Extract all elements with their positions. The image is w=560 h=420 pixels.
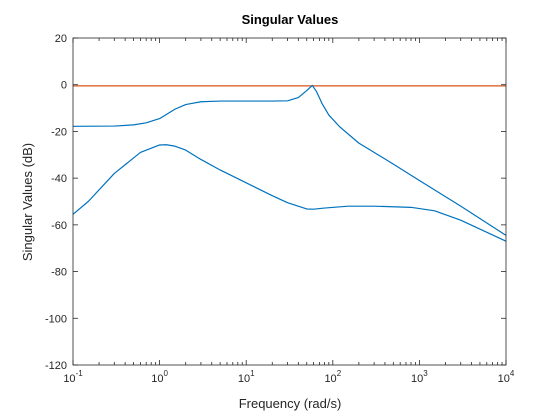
y-tick-label: -100 bbox=[45, 313, 67, 325]
y-axis-label: Singular Values (dB) bbox=[20, 143, 35, 261]
x-tick-label: 101 bbox=[238, 369, 255, 385]
y-tick-label: -20 bbox=[51, 126, 67, 138]
chart-title: Singular Values bbox=[242, 12, 339, 27]
y-tick-label: 20 bbox=[55, 33, 67, 45]
y-tick-label: 0 bbox=[61, 80, 67, 92]
plot-frame bbox=[72, 37, 507, 366]
x-tick-label: 103 bbox=[411, 369, 428, 385]
x-tick-label: 10-1 bbox=[63, 369, 83, 385]
x-tick-label: 102 bbox=[324, 369, 341, 385]
y-tick-label: -120 bbox=[45, 360, 67, 372]
series-layer bbox=[72, 84, 507, 242]
y-tick-label: -60 bbox=[51, 220, 67, 232]
plot-background bbox=[73, 38, 506, 365]
series-line-3 bbox=[72, 144, 507, 242]
x-axis-label: Frequency (rad/s) bbox=[239, 396, 342, 411]
x-tick-label: 104 bbox=[498, 369, 515, 385]
y-tick-label: -80 bbox=[51, 267, 67, 279]
series-line-2 bbox=[72, 84, 507, 236]
y-tick-label: -40 bbox=[51, 173, 67, 185]
plot-area bbox=[73, 38, 506, 365]
x-tick-label: 100 bbox=[151, 369, 168, 385]
